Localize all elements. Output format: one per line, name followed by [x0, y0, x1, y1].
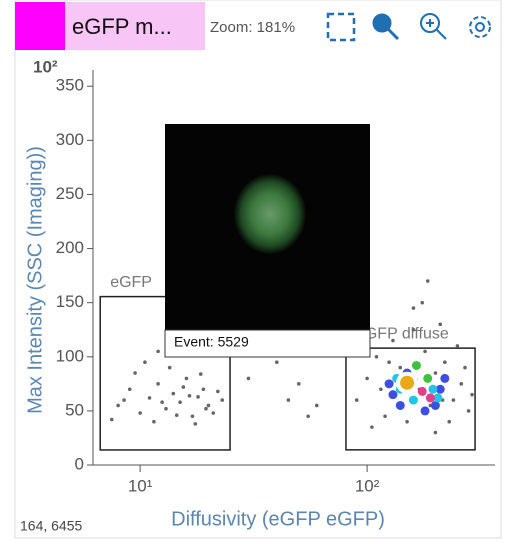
coordinates: 164, 6455 — [20, 518, 82, 534]
point — [409, 396, 418, 405]
x-axis-label: Diffusivity (eGFP eGFP) — [171, 508, 385, 530]
point — [160, 400, 164, 404]
y-multiplier: 10² — [33, 57, 58, 76]
point — [434, 371, 438, 375]
point — [287, 398, 291, 402]
point — [398, 374, 416, 392]
point — [375, 355, 379, 359]
point — [110, 418, 114, 422]
point — [315, 404, 319, 408]
point — [199, 372, 203, 376]
point — [168, 366, 172, 370]
point — [133, 371, 137, 375]
point — [207, 404, 211, 408]
x-tick-label: 10¹ — [128, 476, 153, 495]
point — [211, 411, 215, 415]
point — [412, 328, 416, 332]
point — [365, 377, 369, 381]
point — [204, 407, 208, 411]
point — [216, 390, 220, 394]
point — [175, 413, 179, 417]
point — [467, 409, 471, 413]
point — [156, 382, 160, 386]
point — [156, 350, 160, 354]
point — [447, 420, 451, 424]
point — [185, 377, 189, 381]
point — [420, 301, 424, 305]
point — [434, 431, 438, 435]
point — [398, 366, 402, 370]
point — [128, 387, 132, 391]
point — [459, 382, 463, 386]
point — [164, 407, 168, 411]
point — [421, 406, 430, 415]
point — [412, 306, 416, 310]
point — [138, 411, 142, 415]
point — [443, 360, 447, 364]
point — [275, 360, 279, 364]
point — [383, 415, 387, 419]
y-tick-label: 350 — [56, 76, 84, 95]
point — [426, 279, 430, 283]
point — [143, 360, 147, 364]
y-tick-label: 150 — [56, 292, 84, 311]
point — [148, 396, 152, 400]
point — [412, 361, 421, 370]
point — [188, 394, 192, 398]
y-axis-label: Max Intensity (SSC (Imaging)) — [24, 146, 46, 414]
point — [122, 398, 126, 402]
point — [193, 422, 197, 426]
point — [388, 390, 397, 399]
point — [379, 387, 383, 391]
point — [463, 366, 467, 370]
point — [306, 415, 310, 419]
point — [426, 393, 435, 402]
point — [470, 393, 474, 397]
color-swatch[interactable] — [15, 2, 65, 50]
point — [456, 344, 460, 348]
y-tick-label: 50 — [65, 400, 84, 419]
event-popup[interactable]: Event: 5529 — [165, 124, 370, 357]
y-tick-label: 250 — [56, 184, 84, 203]
point — [370, 425, 374, 429]
point — [452, 398, 456, 402]
point — [297, 382, 301, 386]
y-tick-label: 0 — [75, 454, 84, 473]
cell-image — [234, 174, 306, 254]
point — [418, 387, 427, 396]
point — [428, 385, 437, 394]
point — [178, 400, 182, 404]
y-tick-label: 300 — [56, 130, 84, 149]
point — [116, 404, 120, 408]
point — [191, 415, 195, 419]
point — [196, 395, 200, 399]
gate-label: eGFP — [110, 274, 152, 291]
panel: eGFP m... Zoom: 181% 10² Max Intensity (… — [0, 0, 508, 539]
point — [423, 350, 427, 354]
point — [396, 401, 405, 410]
point — [220, 398, 224, 402]
point — [423, 374, 432, 383]
point — [202, 387, 206, 391]
point — [385, 379, 394, 388]
y-tick-label: 200 — [56, 238, 84, 257]
panel-title: eGFP m... — [72, 14, 172, 39]
point — [182, 385, 186, 389]
point — [247, 377, 251, 381]
point — [440, 374, 449, 383]
point — [438, 323, 442, 327]
point — [355, 398, 359, 402]
point — [387, 360, 391, 364]
event-label: Event: 5529 — [174, 334, 249, 350]
point — [405, 420, 409, 424]
y-tick-label: 100 — [56, 346, 84, 365]
point — [152, 420, 156, 424]
x-tick-label: 10² — [355, 476, 380, 495]
zoom-label: Zoom: 181% — [210, 19, 295, 36]
point — [391, 339, 395, 343]
point — [171, 392, 175, 396]
